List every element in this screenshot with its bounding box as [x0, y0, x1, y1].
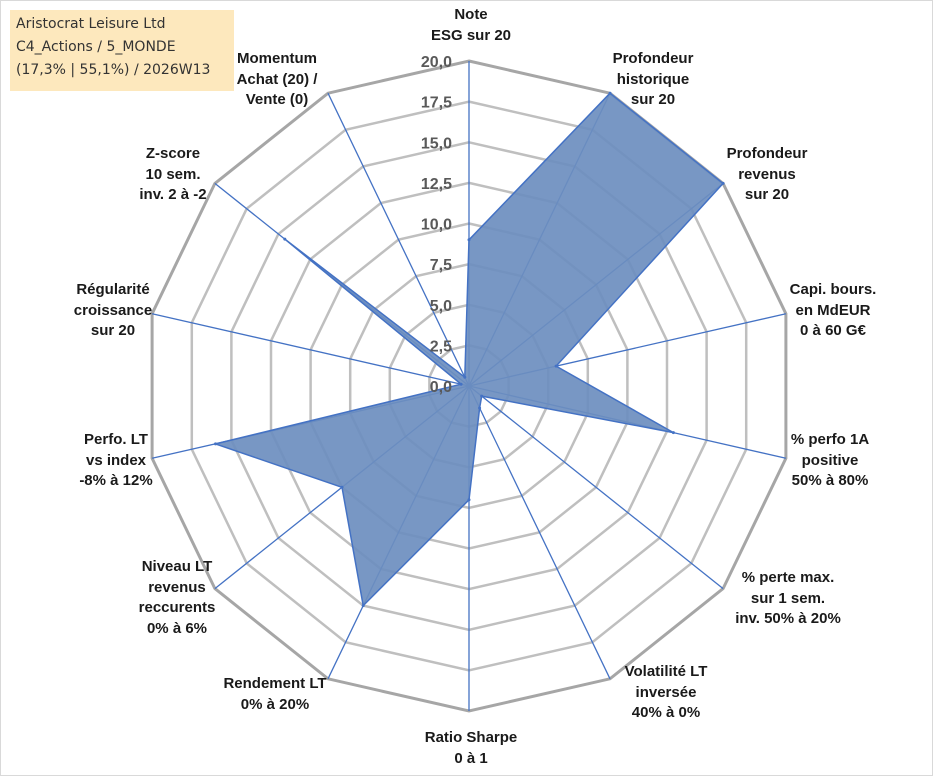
- axis-label-line: % perte max.: [741, 569, 835, 586]
- axis-label: Profondeur revenus sur 20: [727, 144, 808, 206]
- axis-label-line: Profondeur: [612, 50, 694, 67]
- axis-label-line: inversée: [635, 683, 697, 701]
- data-point: [608, 91, 612, 95]
- data-point: [480, 394, 484, 398]
- axis-spoke: [468, 385, 611, 680]
- axis-label: Profondeur historique sur 20: [613, 49, 694, 111]
- tick-label: 10,0: [421, 217, 452, 234]
- axis-label-line: Ratio Sharpe: [424, 729, 518, 746]
- axis-label: Momentum Achat (20) / Vente (0): [237, 49, 318, 111]
- axis-label-line: sur 1 sem.: [750, 589, 826, 607]
- tick-label: 15,0: [421, 135, 452, 152]
- axis-label-line: Régularité: [76, 281, 150, 298]
- axis-label-line: Z-score: [145, 145, 201, 162]
- axis-spoke: [468, 385, 724, 590]
- tick-label: 17,5: [421, 95, 452, 112]
- tick-label: 12,5: [421, 176, 452, 193]
- axis-label-line: 0% à 20%: [240, 695, 310, 713]
- axis-label-line: Achat (20) /: [236, 70, 318, 88]
- axis-label-line: reccurents: [138, 599, 216, 616]
- axis-label-line: % perfo 1A: [790, 431, 870, 448]
- data-point: [340, 485, 344, 489]
- axis-label-line: vs index: [85, 451, 147, 469]
- axis-label: Rendement LT 0% à 20%: [223, 674, 326, 715]
- data-point: [361, 604, 365, 608]
- title-category: C4_Actions / 5_MONDE: [16, 39, 176, 55]
- data-point: [671, 431, 675, 435]
- data-point: [721, 181, 725, 185]
- axis-label: Perfo. LT vs index -8% à 12%: [79, 430, 152, 492]
- axis-label-line: Vente (0): [245, 91, 309, 108]
- axis-spoke: [151, 313, 470, 387]
- tick-label: 2,5: [430, 338, 452, 355]
- axis-label-line: Niveau LT: [141, 558, 213, 575]
- data-point: [459, 382, 463, 386]
- tick-label: 7,5: [430, 257, 452, 274]
- axis-label-line: Note: [454, 6, 488, 23]
- axis-label-line: 0 à 1: [454, 749, 488, 767]
- axis-label-line: 0 à 60 G€: [800, 322, 866, 339]
- data-point: [467, 498, 471, 502]
- axis-label: Niveau LT revenus reccurents 0% à 6%: [139, 557, 216, 639]
- series-layer: [214, 91, 725, 608]
- tick-label: 5,0: [430, 298, 452, 315]
- axis-label-line: Perfo. LT: [84, 431, 148, 448]
- axis-label: Régularité croissance sur 20: [74, 280, 152, 342]
- data-point: [467, 238, 471, 242]
- axis-label-line: croissance: [73, 301, 153, 319]
- axis-label-line: sur 20: [630, 91, 676, 108]
- axis-label-line: sur 20: [90, 322, 136, 339]
- data-point: [463, 375, 467, 379]
- axis-label-line: inv. 2 à -2: [139, 186, 207, 203]
- axis-label-line: revenus: [738, 165, 796, 183]
- data-point: [283, 237, 287, 241]
- data-point: [214, 442, 217, 446]
- tick-label: 0,0: [430, 379, 452, 396]
- axis-label: % perfo 1A positive 50% à 80%: [791, 430, 869, 492]
- axis-label-line: inv. 50% à 20%: [735, 610, 841, 627]
- title-box: Aristocrat Leisure Ltd C4_Actions / 5_MO…: [10, 10, 234, 91]
- axis-label-line: 0% à 6%: [146, 619, 208, 637]
- axis-label-line: 50% à 80%: [791, 472, 869, 489]
- data-point: [478, 406, 482, 410]
- axis-label-line: sur 20: [744, 186, 790, 203]
- data-point: [554, 364, 558, 368]
- title-stats: (17,3% | 55,1%) / 2026W13: [16, 62, 211, 78]
- axis-label: Z-score 10 sem. inv. 2 à -2: [139, 144, 206, 206]
- axis-label: % perte max. sur 1 sem. inv. 50% à 20%: [735, 568, 841, 630]
- axis-label-line: 10 sem.: [145, 165, 201, 183]
- axis-label-line: Momentum: [236, 50, 317, 67]
- axis-label-line: 40% à 0%: [631, 704, 701, 721]
- tick-label: 20,0: [421, 54, 452, 71]
- axis-label-line: positive: [801, 451, 859, 469]
- title-company: Aristocrat Leisure Ltd: [16, 16, 166, 32]
- axis-label-line: Volatilité LT: [624, 663, 708, 680]
- axis-label: Note ESG sur 20: [431, 5, 511, 46]
- axis-label: Capi. bours. en MdEUR 0 à 60 G€: [790, 280, 877, 342]
- axis-label: Ratio Sharpe 0 à 1: [425, 728, 518, 769]
- axis-label-line: ESG sur 20: [430, 26, 512, 44]
- axis-label-line: Rendement LT: [223, 675, 327, 692]
- axis-label-line: revenus: [148, 578, 206, 596]
- axis-label-line: en MdEUR: [795, 301, 871, 319]
- axis-label-line: -8% à 12%: [79, 472, 153, 489]
- axis-label-line: historique: [616, 70, 690, 88]
- axis-spoke: [327, 92, 470, 387]
- axis-label-line: Capi. bours.: [789, 281, 877, 298]
- tick-layer: 0,0 2,5 5,0 7,5 10,0 12,5 15,0 17,5 20,0: [421, 54, 452, 396]
- axis-label-line: Profondeur: [726, 145, 808, 162]
- axis-label: Volatilité LT inversée 40% à 0%: [625, 662, 708, 724]
